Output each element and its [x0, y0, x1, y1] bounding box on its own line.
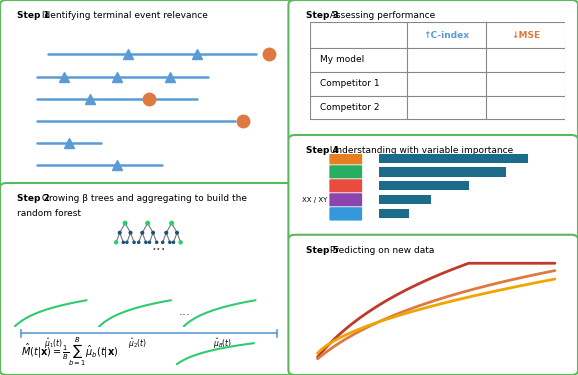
- Bar: [379, 182, 469, 190]
- Circle shape: [138, 241, 140, 243]
- Circle shape: [126, 241, 128, 243]
- Circle shape: [114, 241, 118, 244]
- Circle shape: [170, 221, 173, 225]
- Circle shape: [129, 231, 132, 234]
- Text: Step 2: Step 2: [17, 194, 50, 203]
- Circle shape: [176, 231, 179, 234]
- FancyBboxPatch shape: [329, 207, 362, 221]
- Text: $\hat{\mu}_B(t)$: $\hat{\mu}_B(t)$: [213, 337, 232, 351]
- Bar: [379, 209, 409, 219]
- Text: My model: My model: [320, 56, 364, 64]
- Text: Assessing performance: Assessing performance: [327, 11, 435, 20]
- Circle shape: [169, 241, 171, 243]
- Text: Step 5: Step 5: [306, 246, 339, 255]
- Circle shape: [123, 221, 127, 225]
- FancyBboxPatch shape: [329, 179, 362, 193]
- Text: Identifying terminal event relevance: Identifying terminal event relevance: [39, 11, 208, 20]
- Bar: [379, 195, 431, 204]
- Text: Understanding with variable importance: Understanding with variable importance: [327, 146, 513, 155]
- FancyBboxPatch shape: [0, 0, 295, 190]
- Text: Predicting on new data: Predicting on new data: [327, 246, 435, 255]
- FancyBboxPatch shape: [329, 193, 362, 207]
- Text: ↑C-index: ↑C-index: [424, 31, 469, 40]
- Text: ...: ...: [178, 305, 190, 318]
- Circle shape: [172, 241, 175, 243]
- Text: $\hat{\mu}_1(t)$: $\hat{\mu}_1(t)$: [44, 337, 63, 351]
- Circle shape: [122, 241, 124, 243]
- Text: Growing β trees and aggregating to build the: Growing β trees and aggregating to build…: [39, 194, 247, 203]
- Circle shape: [165, 231, 168, 234]
- Circle shape: [155, 241, 158, 243]
- FancyBboxPatch shape: [288, 135, 578, 242]
- Circle shape: [118, 231, 121, 234]
- Text: Step 1: Step 1: [17, 11, 50, 20]
- Text: random forest: random forest: [17, 209, 81, 218]
- Circle shape: [145, 241, 147, 243]
- Circle shape: [149, 241, 150, 243]
- Text: Step 4: Step 4: [306, 146, 339, 155]
- Text: ↓MSE: ↓MSE: [511, 31, 540, 40]
- Bar: [379, 167, 506, 177]
- FancyBboxPatch shape: [329, 151, 362, 165]
- Text: Competitor 2: Competitor 2: [320, 103, 380, 112]
- Text: ...: ...: [151, 238, 166, 253]
- Circle shape: [152, 231, 154, 234]
- Circle shape: [146, 221, 150, 225]
- Text: Step 3: Step 3: [306, 11, 339, 20]
- Circle shape: [179, 241, 182, 244]
- Text: $\hat{\mu}_2(t)$: $\hat{\mu}_2(t)$: [128, 337, 147, 351]
- FancyBboxPatch shape: [329, 165, 362, 179]
- FancyBboxPatch shape: [288, 0, 578, 141]
- Circle shape: [133, 241, 135, 243]
- Text: Competitor 1: Competitor 1: [320, 79, 380, 88]
- FancyBboxPatch shape: [288, 235, 578, 375]
- Text: XX / XY: XX / XY: [302, 197, 327, 203]
- Circle shape: [162, 241, 164, 243]
- Text: $\hat{M}(t|\mathbf{x}) = \frac{1}{B}\sum_{b=1}^{B} \hat{\mu}_b(t|\mathbf{x})$: $\hat{M}(t|\mathbf{x}) = \frac{1}{B}\sum…: [21, 335, 118, 368]
- FancyBboxPatch shape: [0, 183, 295, 375]
- Bar: [379, 153, 528, 162]
- Circle shape: [141, 231, 143, 234]
